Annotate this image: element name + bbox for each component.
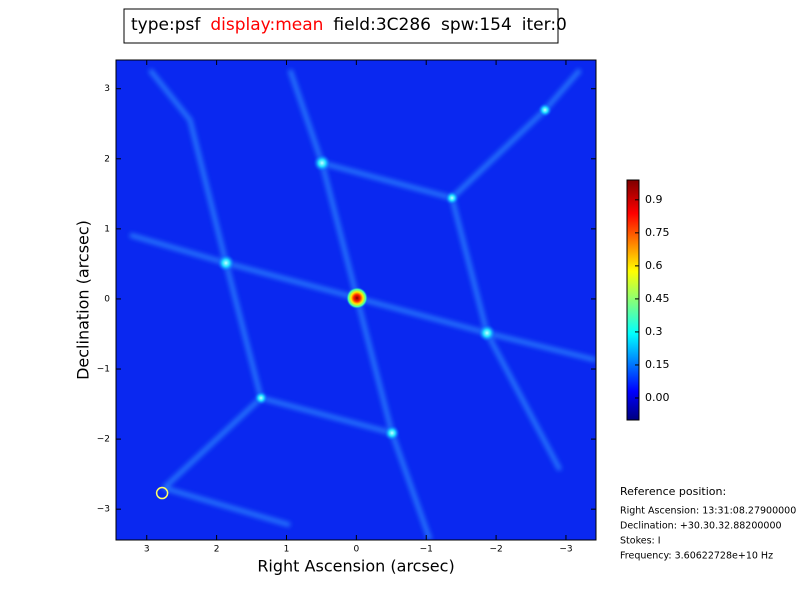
title-part: iter:0 — [522, 15, 567, 35]
x-tick-label: −2 — [489, 545, 502, 555]
x-tick-label: 0 — [353, 545, 359, 555]
colorbar-tick-label: 0.6 — [645, 259, 663, 272]
title-part: spw:154 — [441, 15, 512, 35]
y-tick-label: 2 — [104, 154, 110, 164]
reference-info: Right Ascension: 13:31:08.27900000 — [620, 506, 796, 517]
title-part: display:mean — [210, 15, 323, 35]
x-tick-label: −1 — [420, 545, 433, 555]
position-marker — [155, 486, 169, 500]
y-tick-label: −3 — [97, 505, 110, 515]
colorbar-tick-label: 0.75 — [645, 226, 670, 239]
y-tick-label: 3 — [104, 84, 110, 94]
title-part: type:psf — [131, 15, 201, 35]
reference-info: Frequency: 3.60622728e+10 Hz — [620, 551, 773, 562]
x-tick-label: 1 — [284, 545, 290, 555]
reference-info: Declination: +30.30.32.88200000 — [620, 521, 782, 532]
reference-info: Reference position: — [620, 485, 726, 498]
colorbar-tick-label: 0.45 — [645, 292, 670, 305]
chart-title: type:psf display:mean field:3C286 spw:154 it… — [131, 15, 567, 35]
colorbar-tick-label: 0.15 — [645, 358, 670, 371]
x-tick-label: 2 — [214, 545, 220, 555]
x-axis-label: Right Ascension (arcsec) — [257, 557, 454, 576]
title-part: field:3C286 — [333, 15, 431, 35]
colorbar-tick-label: 0.3 — [645, 325, 663, 338]
y-tick-label: 1 — [104, 224, 110, 234]
y-tick-label: −2 — [97, 435, 110, 445]
y-tick-label: −1 — [97, 365, 110, 375]
colorbar-tick-label: 0.9 — [645, 193, 663, 206]
x-tick-label: 3 — [144, 545, 150, 555]
reference-info: Stokes: I — [620, 536, 661, 547]
image — [116, 60, 596, 540]
y-axis-label: Declination (arcsec) — [74, 220, 93, 380]
colorbar — [626, 179, 640, 421]
title-box — [123, 8, 559, 44]
y-tick-label: 0 — [104, 294, 110, 304]
x-tick-label: −3 — [559, 545, 572, 555]
colorbar-tick-label: 0.00 — [645, 391, 670, 404]
